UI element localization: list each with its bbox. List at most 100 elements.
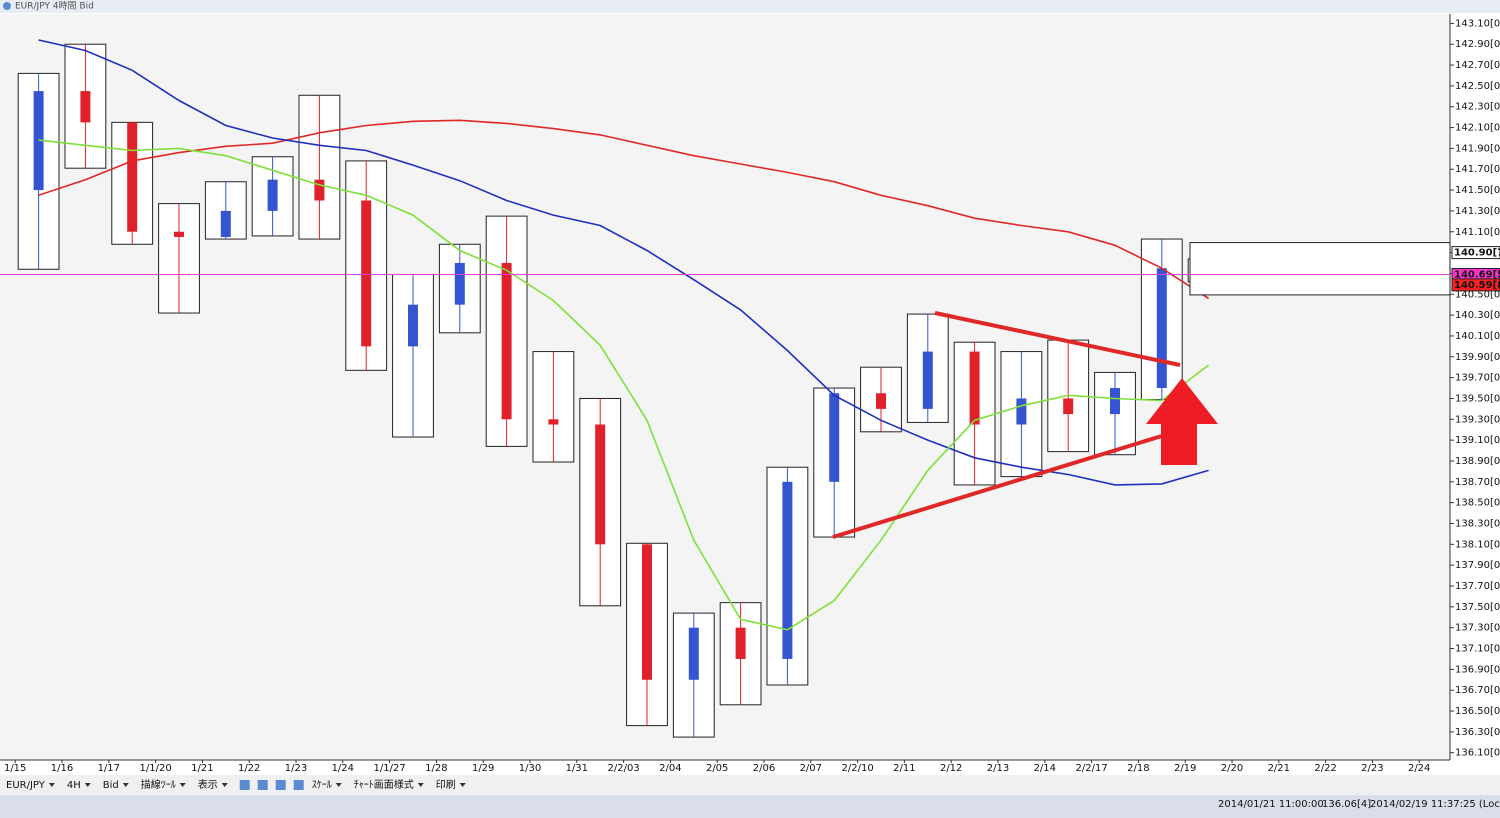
- price-label-box: [1451, 278, 1500, 292]
- x-tick-label: 2/18: [1127, 763, 1149, 774]
- y-tick-label: 142.50[0]: [1455, 81, 1500, 92]
- candle-body: [454, 263, 465, 305]
- x-tick-label: 2/19: [1174, 763, 1196, 774]
- candle-body: [548, 419, 559, 425]
- y-tick-label: 141.50[0]: [1455, 185, 1500, 196]
- plot: [17, 39, 1230, 738]
- y-tick-label: 140.50[0]: [1455, 289, 1500, 300]
- y-tick-label: 141.90[0]: [1455, 143, 1500, 154]
- x-tick-label: 2/13: [987, 763, 1009, 774]
- toolbar-button[interactable]: 4H: [67, 780, 81, 791]
- toolbar-items: EUR/JPY 4H Bid 描線ﾂｰﾙ 表示 ｽｹｰﾙ ﾁｬｰﾄ画面様式 印刷: [6, 778, 466, 791]
- price-label-box: [1451, 246, 1500, 260]
- y-tick-label: 142.30[0]: [1455, 102, 1500, 113]
- x-tick-label: 1/15: [4, 763, 26, 774]
- x-tick-label: 2/04: [659, 763, 681, 774]
- y-tick-label: 141.10[0]: [1455, 227, 1500, 238]
- x-tick-label: 2/14: [1034, 763, 1056, 774]
- x-tick-label: 2/23: [1361, 763, 1383, 774]
- y-tick-label: 138.70[0]: [1455, 477, 1500, 488]
- candle-body: [127, 122, 138, 232]
- x-tick-label: 1/23: [285, 763, 307, 774]
- toolbar-button[interactable]: 印刷: [436, 779, 456, 791]
- status-bar: [0, 795, 1500, 818]
- x-tick-label: 1/30: [519, 763, 541, 774]
- x-tick-label: 2/05: [706, 763, 728, 774]
- candle-body: [1156, 268, 1167, 389]
- y-tick-label: 139.10[0]: [1455, 435, 1500, 446]
- x-tick-label: 2/22: [1314, 763, 1336, 774]
- toolbar-button[interactable]: EUR/JPY: [6, 780, 46, 791]
- candle-body: [501, 263, 512, 420]
- y-tick-label: 142.90[0]: [1455, 39, 1500, 50]
- x-tick-label: 1/24: [332, 763, 354, 774]
- x-tick-label: 1/28: [425, 763, 447, 774]
- candle-body: [220, 210, 231, 237]
- toolbar-icon[interactable]: [239, 780, 250, 790]
- toolbar-icon[interactable]: [293, 780, 304, 790]
- annotations: [832, 311, 1218, 539]
- moving-average: [38, 119, 1210, 300]
- trend-line-upper: [934, 311, 1181, 367]
- x-tick-label: 1/1/27: [374, 763, 406, 774]
- x-tick-label: 1/16: [51, 763, 73, 774]
- candle-body: [922, 351, 933, 409]
- candle-body: [408, 304, 418, 347]
- y-tick-label: 137.10[0]: [1455, 644, 1500, 655]
- candle-body: [174, 231, 184, 237]
- moving-average: [38, 39, 1209, 486]
- y-tick-label: 140.10[0]: [1455, 331, 1500, 342]
- candle-body: [688, 627, 699, 680]
- y-tick-label: 143.10[0]: [1455, 18, 1500, 29]
- candle-body: [361, 200, 372, 347]
- up-arrow: [1146, 378, 1218, 465]
- candle-body: [969, 351, 980, 425]
- candle-body: [735, 627, 746, 659]
- status-field: 2014/02/19 11:37:25 (Local): [1370, 799, 1500, 810]
- toolbar-button[interactable]: Bid: [103, 780, 119, 791]
- candle-body: [1110, 388, 1120, 415]
- x-tick-label: 2/2/03: [608, 763, 640, 774]
- candle-body: [829, 393, 840, 482]
- dropdown-arrow: [221, 783, 228, 787]
- toolbar-button[interactable]: ｽｹｰﾙ: [312, 779, 332, 791]
- x-tick-label: 1/29: [472, 763, 494, 774]
- toolbar-icon[interactable]: [275, 780, 286, 790]
- candle-body: [782, 481, 793, 659]
- y-tick-label: 138.30[0]: [1455, 518, 1500, 529]
- y-tick-label: 136.50[0]: [1455, 706, 1500, 717]
- y-tick-label: 136.70[0]: [1455, 685, 1500, 696]
- trend-line-lower: [832, 433, 1166, 539]
- candle-body: [595, 424, 606, 545]
- x-tick-label: 1/21: [191, 763, 213, 774]
- x-tick-label: 2/06: [753, 763, 775, 774]
- dropdown-arrow: [179, 783, 186, 787]
- y-tick-label: 142.70[0]: [1455, 60, 1500, 71]
- x-tick-label: 2/12: [940, 763, 962, 774]
- y-tick-label: 138.10[0]: [1455, 539, 1500, 550]
- x-tick-label: 1/31: [566, 763, 588, 774]
- window-title: EUR/JPY 4時間 Bid: [15, 1, 94, 12]
- candle-body: [642, 544, 652, 680]
- candle-body: [1016, 398, 1027, 425]
- x-tick-label: 2/07: [800, 763, 822, 774]
- dropdown-arrow: [122, 783, 129, 787]
- y-tick-label: 142.10[0]: [1455, 123, 1500, 134]
- price-label: 140.69[5: [1454, 269, 1500, 280]
- dropdown-arrow: [459, 783, 466, 787]
- toolbar-icon[interactable]: [257, 780, 268, 790]
- y-tick-label: 136.90[0]: [1455, 664, 1500, 675]
- x-tick-label: 2/2/10: [842, 763, 874, 774]
- candle-body: [1063, 398, 1074, 415]
- x-tick-label: 2/20: [1221, 763, 1243, 774]
- y-tick-label: 137.30[0]: [1455, 623, 1500, 634]
- toolbar-button[interactable]: 表示: [198, 778, 218, 791]
- y-tick-label: 139.30[0]: [1455, 414, 1500, 425]
- x-tick-label: 2/2/17: [1076, 763, 1108, 774]
- candle-body: [80, 91, 91, 123]
- price-label: 140.59[8: [1454, 280, 1500, 291]
- y-tick-label: 139.70[0]: [1455, 373, 1500, 384]
- toolbar-button[interactable]: 描線ﾂｰﾙ: [141, 778, 176, 791]
- toolbar-button[interactable]: ﾁｬｰﾄ画面様式: [354, 778, 414, 791]
- y-tick-label: 139.50[0]: [1455, 393, 1500, 404]
